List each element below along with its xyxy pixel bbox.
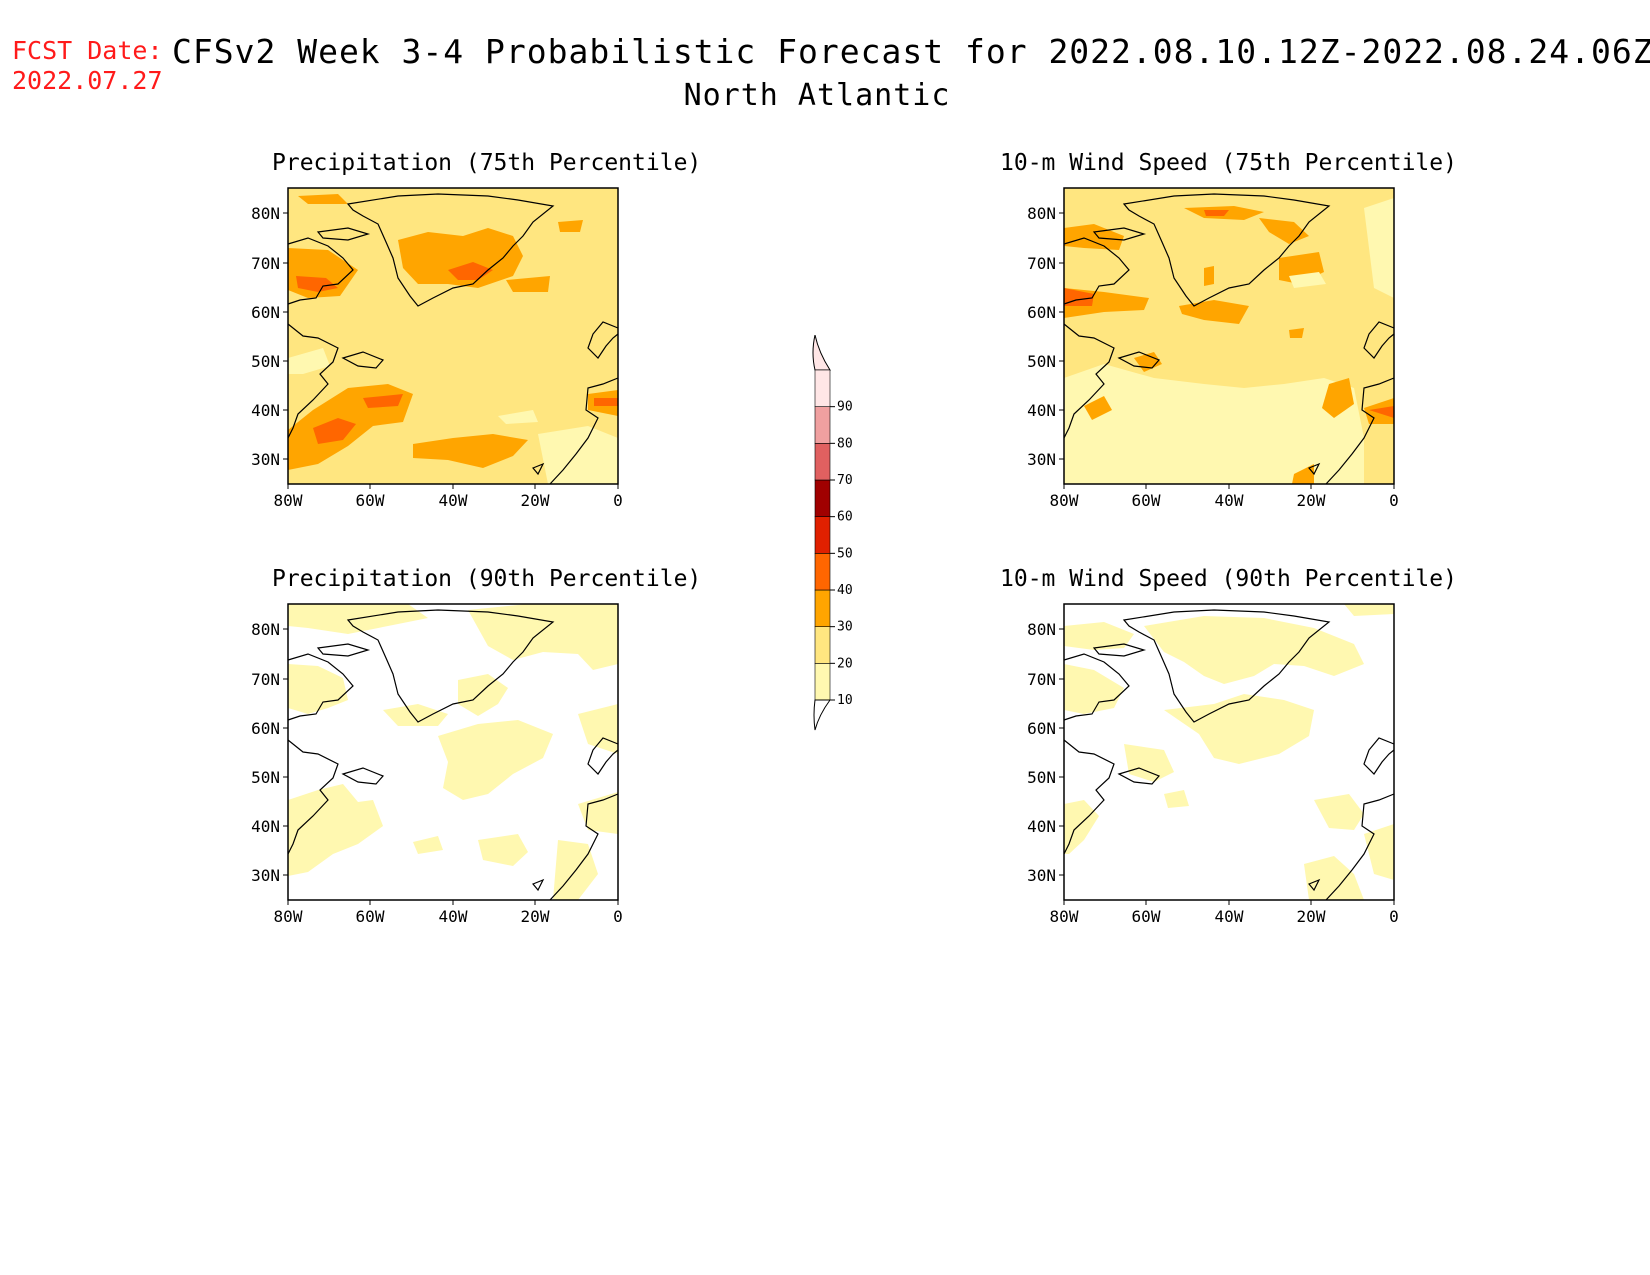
lon-axis: 80W 60W 40W 20W 0 (274, 900, 623, 926)
forecast-date-block: FCST Date: 2022.07.27 (12, 36, 163, 96)
lat-label-70n: 70N (251, 254, 280, 273)
lon-label-40w: 40W (1215, 907, 1244, 926)
colorbar-label: 20 (837, 656, 853, 671)
region-name: North Atlantic (683, 78, 951, 113)
lon-axis: 80W 60W 40W 20W 0 (274, 484, 623, 510)
lon-label-0: 0 (1389, 491, 1399, 510)
lat-label-30n: 30N (251, 450, 280, 469)
lat-label-50n: 50N (1027, 352, 1056, 371)
colorbar-label: 30 (837, 620, 853, 635)
colorbar-box (814, 663, 831, 701)
lon-label-60w: 60W (1132, 491, 1161, 510)
lon-label-80w: 80W (1050, 491, 1079, 510)
colorbar-label: 90 (837, 400, 853, 415)
region-subtitle: North Atlantic (0, 78, 1650, 113)
lat-label-50n: 50N (251, 352, 280, 371)
lon-label-0: 0 (613, 907, 623, 926)
colorbar-box (814, 516, 831, 554)
lat-label-60n: 60N (1027, 303, 1056, 322)
colorbar-label: 40 (837, 583, 853, 598)
coastlines (1063, 609, 1395, 901)
colorbar-box (814, 406, 831, 444)
lon-label-80w: 80W (1050, 907, 1079, 926)
panel-title-wind-90: 10-m Wind Speed (90th Percentile) (1000, 566, 1457, 592)
panel-title-wind-75: 10-m Wind Speed (75th Percentile) (1000, 150, 1457, 176)
lat-label-30n: 30N (251, 866, 280, 885)
map-wind-90: 80N 70N 60N 50N 40N 30N 80W 60W 40W 20W … (1027, 603, 1399, 926)
map-precip-75: 80N 70N 60N 50N 40N 30N 80W 60W 40W 20W … (251, 187, 623, 510)
lat-axis: 80N 70N 60N 50N 40N 30N (1027, 620, 1064, 885)
lat-label-70n: 70N (1027, 254, 1056, 273)
probability-shading (288, 604, 618, 900)
lat-label-70n: 70N (251, 670, 280, 689)
lon-label-60w: 60W (356, 491, 385, 510)
page-title: CFSv2 Week 3-4 Probabilistic Forecast fo… (172, 32, 1650, 71)
lon-label-0: 0 (613, 491, 623, 510)
colorbar-label: 60 (837, 510, 853, 525)
colorbar-box (814, 443, 831, 481)
lat-label-80n: 80N (1027, 204, 1056, 223)
panel-title-precip-90: Precipitation (90th Percentile) (272, 566, 702, 592)
lon-label-20w: 20W (1297, 491, 1326, 510)
colorbar-box (814, 479, 831, 517)
lat-label-40n: 40N (251, 401, 280, 420)
colorbar-boxes (814, 369, 831, 701)
lon-axis: 80W 60W 40W 20W 0 (1050, 484, 1399, 510)
map-wind-75: 80N 70N 60N 50N 40N 30N 80W 60W 40W 20W … (1027, 187, 1399, 510)
lon-label-20w: 20W (1297, 907, 1326, 926)
colorbar-top-cap (812, 335, 831, 371)
lat-axis: 80N 70N 60N 50N 40N 30N (251, 204, 288, 469)
lon-label-60w: 60W (1132, 907, 1161, 926)
forecast-date-label: FCST Date: (12, 36, 163, 65)
probability-shading (1064, 604, 1394, 900)
colorbar-label: 70 (837, 473, 853, 488)
colorbar: 10 20 30 40 50 60 70 80 90 (812, 335, 853, 731)
lat-label-40n: 40N (1027, 817, 1056, 836)
lat-label-40n: 40N (251, 817, 280, 836)
colorbar-box (814, 369, 831, 407)
lat-label-40n: 40N (1027, 401, 1056, 420)
map-precip-90: 80N 70N 60N 50N 40N 30N 80W 60W 40W 20W … (251, 603, 623, 926)
colorbar-box (814, 553, 831, 591)
lon-label-0: 0 (1389, 907, 1399, 926)
colorbar-labels: 10 20 30 40 50 60 70 80 90 (830, 400, 853, 708)
lat-label-60n: 60N (251, 303, 280, 322)
lon-label-20w: 20W (521, 491, 550, 510)
lat-label-30n: 30N (1027, 866, 1056, 885)
lon-label-80w: 80W (274, 907, 303, 926)
lat-label-80n: 80N (251, 620, 280, 639)
panel-title-precip-75: Precipitation (75th Percentile) (272, 150, 702, 176)
lat-label-60n: 60N (251, 719, 280, 738)
lon-label-80w: 80W (274, 491, 303, 510)
probability-shading (288, 194, 618, 484)
forecast-date-value: 2022.07.27 (12, 66, 163, 95)
lon-label-20w: 20W (521, 907, 550, 926)
lat-label-70n: 70N (1027, 670, 1056, 689)
coastlines (1063, 193, 1395, 485)
lat-label-60n: 60N (1027, 719, 1056, 738)
coastlines (287, 609, 619, 901)
colorbar-label: 50 (837, 546, 853, 561)
colorbar-bottom-cap (813, 699, 831, 731)
probability-shading (1064, 198, 1394, 484)
colorbar-label: 80 (837, 436, 853, 451)
colorbar-box (814, 626, 831, 664)
lat-axis: 80N 70N 60N 50N 40N 30N (251, 620, 288, 885)
lon-label-40w: 40W (439, 907, 468, 926)
lon-axis: 80W 60W 40W 20W 0 (1050, 900, 1399, 926)
lat-label-80n: 80N (251, 204, 280, 223)
lat-label-80n: 80N (1027, 620, 1056, 639)
colorbar-box (814, 589, 831, 627)
lon-label-60w: 60W (356, 907, 385, 926)
colorbar-label: 10 (837, 693, 853, 708)
lat-axis: 80N 70N 60N 50N 40N 30N (1027, 204, 1064, 469)
lon-label-40w: 40W (1215, 491, 1244, 510)
lat-label-50n: 50N (251, 768, 280, 787)
lat-label-50n: 50N (1027, 768, 1056, 787)
lon-label-40w: 40W (439, 491, 468, 510)
coastlines (287, 193, 619, 485)
lat-label-30n: 30N (1027, 450, 1056, 469)
